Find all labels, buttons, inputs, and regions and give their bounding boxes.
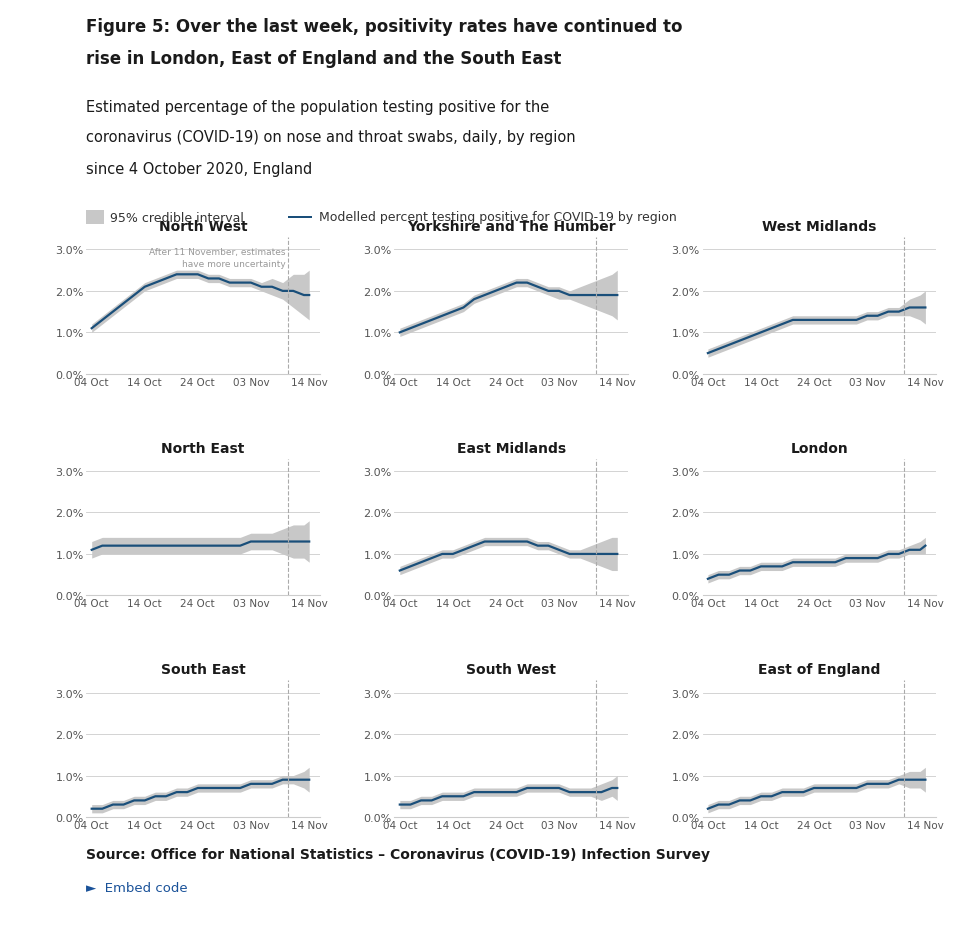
Text: Modelled percent testing positive for COVID-19 by region: Modelled percent testing positive for CO… (319, 211, 677, 224)
Title: North West: North West (158, 220, 248, 234)
Title: South West: South West (467, 663, 556, 677)
Text: ►  Embed code: ► Embed code (86, 881, 188, 894)
Title: East Midlands: East Midlands (457, 441, 565, 455)
Text: Source: Office for National Statistics – Coronavirus (COVID-19) Infection Survey: Source: Office for National Statistics –… (86, 847, 710, 861)
Text: 95% credible interval: 95% credible interval (110, 211, 244, 224)
Title: West Midlands: West Midlands (762, 220, 876, 234)
Title: London: London (790, 441, 849, 455)
Title: South East: South East (160, 663, 246, 677)
Title: North East: North East (161, 441, 245, 455)
Text: rise in London, East of England and the South East: rise in London, East of England and the … (86, 50, 562, 68)
Text: After 11 November, estimates
have more uncertainty: After 11 November, estimates have more u… (149, 248, 285, 269)
Title: East of England: East of England (758, 663, 880, 677)
Text: Estimated percentage of the population testing positive for the: Estimated percentage of the population t… (86, 100, 550, 115)
Text: Figure 5: Over the last week, positivity rates have continued to: Figure 5: Over the last week, positivity… (86, 18, 683, 36)
Text: since 4 October 2020, England: since 4 October 2020, England (86, 162, 313, 177)
Title: Yorkshire and The Humber: Yorkshire and The Humber (407, 220, 615, 234)
Text: coronavirus (COVID-19) on nose and throat swabs, daily, by region: coronavirus (COVID-19) on nose and throa… (86, 130, 576, 145)
